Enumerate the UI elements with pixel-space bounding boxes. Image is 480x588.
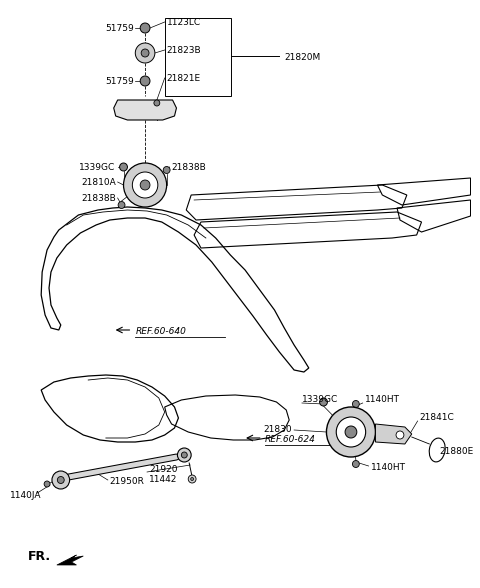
- Circle shape: [140, 76, 150, 86]
- Polygon shape: [375, 424, 412, 444]
- Circle shape: [320, 398, 327, 406]
- Circle shape: [52, 471, 70, 489]
- Circle shape: [154, 100, 160, 106]
- Polygon shape: [57, 555, 84, 565]
- Circle shape: [191, 477, 193, 480]
- Polygon shape: [114, 100, 177, 120]
- Circle shape: [118, 202, 125, 209]
- Circle shape: [352, 400, 360, 407]
- Text: 21810A: 21810A: [81, 178, 116, 186]
- Text: 21823B: 21823B: [167, 45, 201, 55]
- Text: 21820M: 21820M: [284, 52, 321, 62]
- Circle shape: [352, 460, 360, 467]
- Text: 1339GC: 1339GC: [302, 396, 338, 405]
- Circle shape: [140, 23, 150, 33]
- Circle shape: [135, 43, 155, 63]
- Circle shape: [120, 163, 128, 171]
- Text: 21880E: 21880E: [439, 447, 473, 456]
- Text: 21838B: 21838B: [81, 193, 116, 202]
- Text: 21830: 21830: [264, 426, 292, 435]
- Circle shape: [140, 180, 150, 190]
- Ellipse shape: [429, 438, 445, 462]
- Circle shape: [396, 431, 404, 439]
- Circle shape: [326, 407, 375, 457]
- Circle shape: [132, 172, 158, 198]
- Text: 21838B: 21838B: [171, 162, 206, 172]
- Circle shape: [181, 452, 187, 458]
- Text: 1123LC: 1123LC: [167, 18, 201, 26]
- Text: 1140JA: 1140JA: [10, 492, 41, 500]
- Text: 1140HT: 1140HT: [371, 463, 406, 473]
- Text: FR.: FR.: [27, 550, 50, 563]
- Circle shape: [57, 476, 64, 483]
- Circle shape: [188, 475, 196, 483]
- Circle shape: [345, 426, 357, 438]
- Text: 1339GC: 1339GC: [79, 162, 116, 172]
- Text: 11442: 11442: [149, 476, 178, 485]
- Circle shape: [141, 49, 149, 57]
- Circle shape: [163, 166, 170, 173]
- Text: 21821E: 21821E: [167, 74, 201, 82]
- Circle shape: [336, 417, 366, 447]
- Circle shape: [178, 448, 191, 462]
- Text: 1140HT: 1140HT: [365, 396, 400, 405]
- Text: 21920: 21920: [149, 466, 178, 475]
- Circle shape: [44, 481, 50, 487]
- Bar: [165, 18, 231, 96]
- Text: 51759: 51759: [106, 76, 134, 85]
- Circle shape: [123, 163, 167, 207]
- Text: REF.60-624: REF.60-624: [264, 435, 315, 443]
- Text: 51759: 51759: [106, 24, 134, 32]
- Text: 21950R: 21950R: [110, 477, 144, 486]
- Text: 21841C: 21841C: [420, 413, 455, 423]
- Text: REF.60-640: REF.60-640: [135, 326, 186, 336]
